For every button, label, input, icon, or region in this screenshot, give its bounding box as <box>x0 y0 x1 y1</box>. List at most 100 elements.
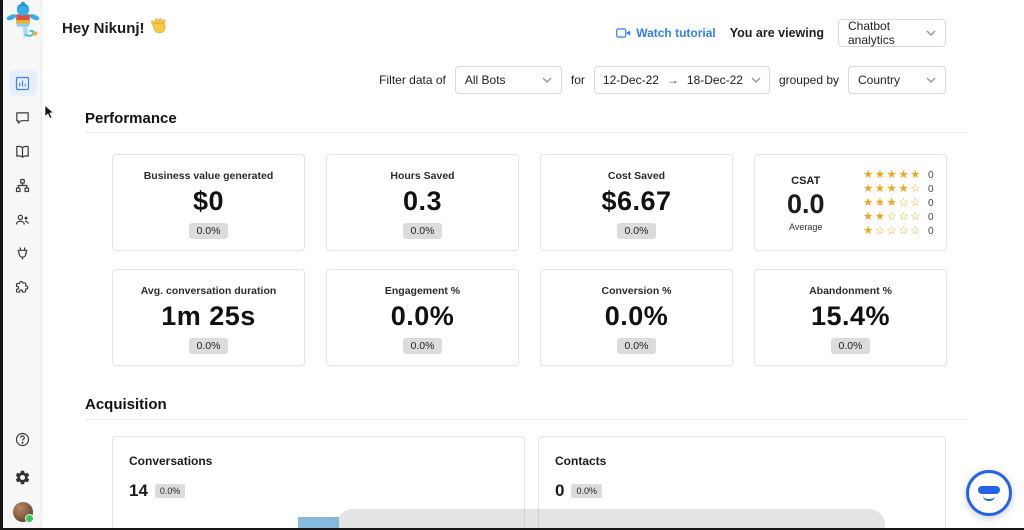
rating-count: 0 <box>928 184 934 195</box>
book-icon <box>14 143 31 160</box>
arrow-right-icon: → <box>666 73 679 87</box>
metric-change-badge: 0.0% <box>402 337 443 354</box>
user-avatar[interactable] <box>12 502 34 523</box>
csat-rating-row: ★★★★☆ 0 <box>842 183 936 196</box>
metric-change-badge: 0.0% <box>616 222 657 239</box>
rating-count: 0 <box>928 212 934 223</box>
csat-sublabel: Average <box>789 222 823 232</box>
csat-rating-row: ★★★☆☆ 0 <box>842 197 936 210</box>
settings-button[interactable] <box>9 464 37 490</box>
performance-section-title: Performance <box>85 110 177 127</box>
analytics-view-select[interactable]: Chatbot analytics <box>838 19 946 47</box>
chevron-down-icon <box>926 30 936 36</box>
metric-change-badge: 0.0% <box>830 337 871 354</box>
metric-label: Cost Saved <box>607 170 666 183</box>
gear-icon <box>14 469 31 486</box>
conversations-card: Conversations 14 0.0% <box>112 436 525 530</box>
sidebar-item-analytics[interactable] <box>8 70 37 96</box>
rating-count: 0 <box>928 170 934 181</box>
metric-value: 0.3 <box>402 186 443 217</box>
contacts-card: Contacts 0 0.0% <box>538 436 946 530</box>
chat-widget-button[interactable] <box>966 470 1012 516</box>
analytics-view-value: Chatbot analytics <box>848 19 895 47</box>
metric-label: Business value generated <box>143 170 274 183</box>
waving-hand-icon <box>150 18 167 38</box>
users-icon <box>14 211 31 228</box>
sidebar-item-integrations[interactable] <box>9 240 37 266</box>
watch-tutorial-label: Watch tutorial <box>636 26 716 40</box>
metric-card-hours-saved: Hours Saved 0.3 0.0% <box>326 154 519 251</box>
bot-filter-value: All Bots <box>464 73 506 87</box>
bottom-overlay <box>337 509 885 530</box>
metric-card-engagement: Engagement % 0.0% 0.0% <box>326 269 519 366</box>
metric-card-business-value: Business value generated $0 0.0% <box>112 154 305 251</box>
help-button[interactable] <box>9 426 37 452</box>
star-rating-icon: ★★★☆☆ <box>862 197 922 209</box>
chevron-down-icon <box>926 77 936 83</box>
sidebar-item-apps[interactable] <box>9 274 37 300</box>
divider <box>85 419 968 420</box>
metric-label: Engagement % <box>384 285 461 298</box>
star-rating-icon: ★★★★★ <box>862 169 922 181</box>
metric-change-badge: 0.0% <box>188 337 229 354</box>
sidebar-item-bot-builder[interactable] <box>9 172 37 198</box>
metric-label: Conversion % <box>601 285 672 298</box>
bot-filter-select[interactable]: All Bots <box>454 66 562 94</box>
sidebar-item-knowledge-base[interactable] <box>9 138 37 164</box>
bar-chart-icon <box>14 75 31 92</box>
divider <box>85 132 968 133</box>
bot-smile-icon <box>983 496 995 501</box>
date-from: 12-Dec-22 <box>602 73 659 87</box>
card-value: 14 <box>129 481 148 500</box>
date-to: 18-Dec-22 <box>686 73 743 87</box>
filter-data-label: Filter data of <box>379 73 446 87</box>
rating-count: 0 <box>928 226 934 237</box>
sidebar-item-chats[interactable] <box>9 104 37 130</box>
csat-value: 0.0 <box>786 189 825 219</box>
star-rating-icon: ★☆☆☆☆ <box>862 225 922 237</box>
bot-face-icon <box>978 485 1000 494</box>
filter-bar: Filter data of All Bots for 12-Dec-22 → … <box>379 66 946 94</box>
metric-label: Avg. conversation duration <box>140 285 277 298</box>
metric-value: 1m 25s <box>161 301 256 332</box>
star-rating-icon: ★★★★☆ <box>862 183 922 195</box>
group-by-select[interactable]: Country <box>848 66 946 94</box>
sidebar-item-audience[interactable] <box>9 206 37 232</box>
metric-card-conversion: Conversion % 0.0% 0.0% <box>540 269 733 366</box>
window-edge-left <box>0 0 3 530</box>
acquisition-section-title: Acquisition <box>85 396 167 413</box>
card-change-badge: 0.0% <box>571 484 602 498</box>
metric-value: $6.67 <box>601 186 672 217</box>
video-camera-icon <box>616 27 631 39</box>
metric-label: Hours Saved <box>390 170 455 183</box>
star-rating-icon: ★★☆☆☆ <box>862 211 922 223</box>
metric-card-csat: CSAT 0.0 Average ★★★★★ 0 ★★★★☆ 0 ★★★☆☆ 0 <box>754 154 947 251</box>
chat-bubble-icon <box>14 109 31 126</box>
metric-value: 0.0% <box>604 301 669 332</box>
sidebar <box>3 0 42 530</box>
window-edge-bottom <box>0 528 1024 530</box>
metric-change-badge: 0.0% <box>188 222 229 239</box>
metric-value: 15.4% <box>810 301 891 332</box>
metric-change-badge: 0.0% <box>402 222 443 239</box>
genie-logo-icon[interactable] <box>5 1 41 42</box>
main-content: Hey Nikunj! Watch tutorial <box>42 0 1024 530</box>
watch-tutorial-link[interactable]: Watch tutorial <box>616 26 716 40</box>
metric-change-badge: 0.0% <box>616 337 657 354</box>
viewing-label: You are viewing <box>729 26 824 40</box>
greeting-text: Hey Nikunj! <box>62 19 145 37</box>
csat-rating-row: ★★☆☆☆ 0 <box>842 211 936 224</box>
csat-label: CSAT <box>791 175 821 187</box>
metric-value: $0 <box>192 186 225 217</box>
csat-rating-row: ★☆☆☆☆ 0 <box>842 225 936 238</box>
metric-card-cost-saved: Cost Saved $6.67 0.0% <box>540 154 733 251</box>
metric-value: 0.0% <box>390 301 455 332</box>
csat-rating-row: ★★★★★ 0 <box>842 169 936 182</box>
card-label: Contacts <box>555 454 607 468</box>
for-label: for <box>570 73 585 87</box>
page-title: Hey Nikunj! <box>62 18 167 38</box>
date-range-picker[interactable]: 12-Dec-22 → 18-Dec-22 <box>593 66 770 94</box>
rating-count: 0 <box>928 198 934 209</box>
help-icon <box>14 431 31 448</box>
puzzle-icon <box>14 279 31 296</box>
